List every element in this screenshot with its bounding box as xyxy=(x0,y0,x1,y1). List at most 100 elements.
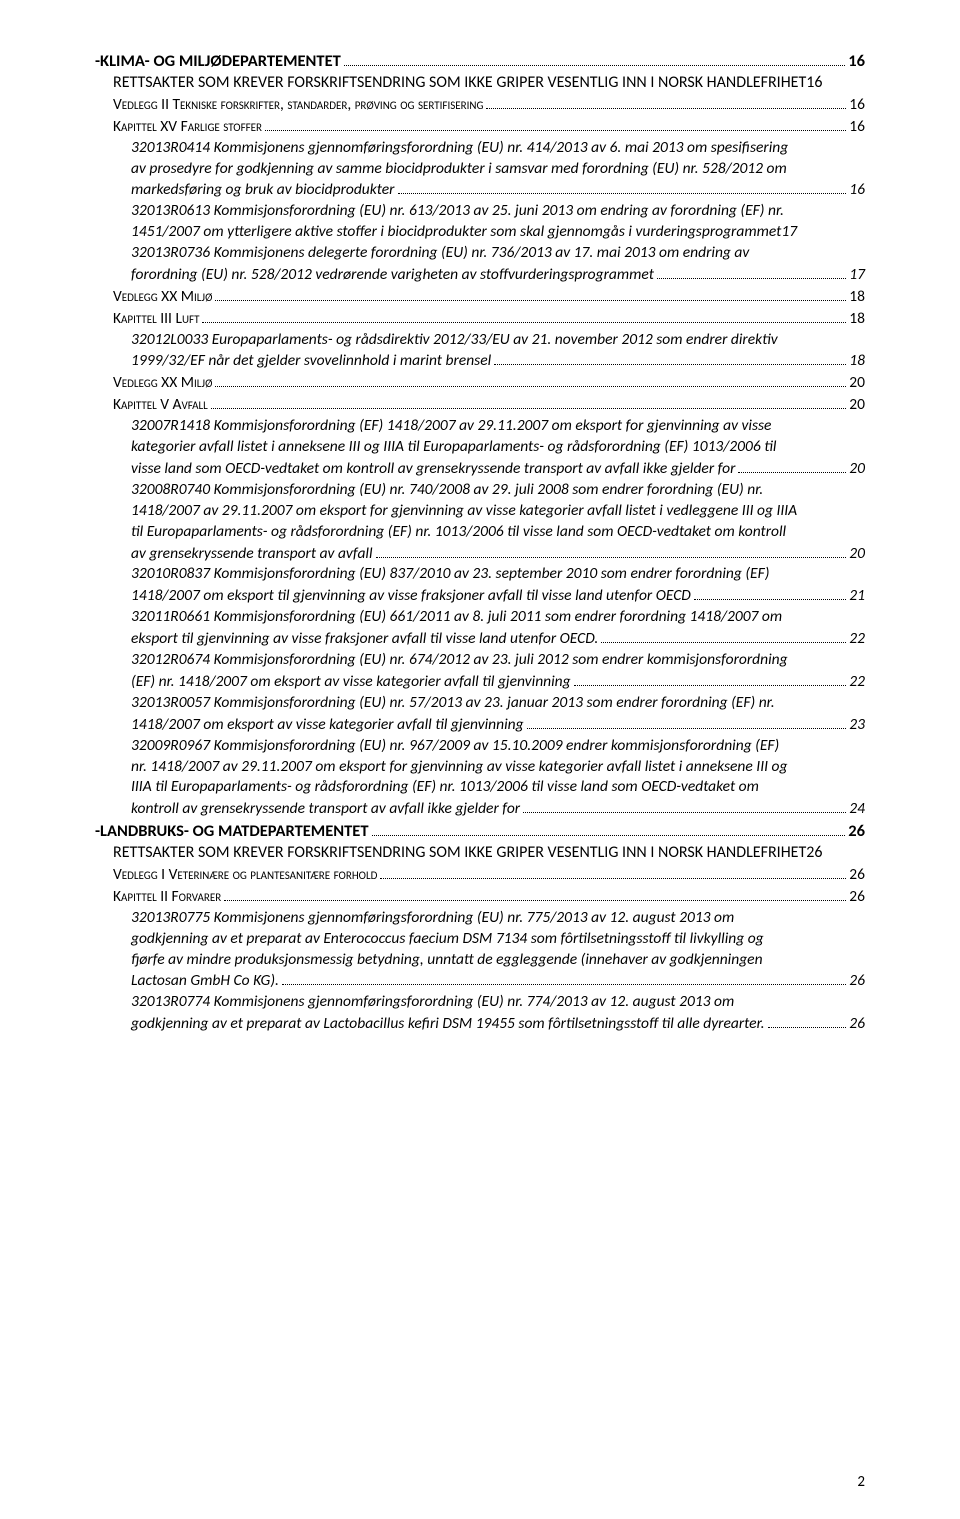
toc-leader xyxy=(657,264,846,279)
toc-entry-label: Lactosan GmbH Co KG). xyxy=(131,971,279,992)
toc-leader xyxy=(523,798,846,813)
toc-entry-page: 16 xyxy=(806,72,822,94)
toc-entry-label: -LANDBRUKS- OG MATDEPARTEMENTET xyxy=(95,820,369,842)
toc-leader xyxy=(494,351,846,366)
toc-leader xyxy=(527,714,847,729)
toc-leader xyxy=(768,1013,847,1028)
toc-entry-label: kontroll av grensekryssende transport av… xyxy=(131,799,520,820)
toc-entry-line: 32013R0775 Kommisjonens gjennomføringsfo… xyxy=(131,908,865,929)
toc-entry-label: Kapittel II Forvarer xyxy=(113,887,221,908)
toc-leader xyxy=(574,671,847,686)
toc-entry-label: av grensekryssende transport av avfall xyxy=(131,544,373,565)
toc-entry: 1451/2007 om ytterligere aktive stoffer … xyxy=(131,222,865,243)
toc-entry-line: 32013R0057 Kommisjonsforordning (EU) nr.… xyxy=(131,693,865,714)
toc-leader xyxy=(738,458,846,473)
toc-entry: Vedlegg I Veterinære og plantesanitære f… xyxy=(113,864,865,886)
toc-leader xyxy=(344,50,845,66)
toc-leader xyxy=(224,886,846,901)
toc-entry-line: 32007R1418 Kommisjonsforordning (EF) 141… xyxy=(131,416,865,437)
toc-entry-page: 21 xyxy=(849,586,865,607)
toc-leader xyxy=(215,372,846,387)
toc-entry-page: 16 xyxy=(849,95,865,116)
toc-entry-line: 32008R0740 Kommisjonsforordning (EU) nr.… xyxy=(131,480,865,501)
toc-entry-page: 26 xyxy=(849,887,865,908)
toc-entry-label: 1418/2007 om eksport av visse kategorier… xyxy=(131,715,524,736)
toc-leader xyxy=(372,820,846,836)
toc-entry: godkjenning av et preparat av Lactobacil… xyxy=(131,1013,865,1035)
toc-entry: Kapittel V Avfall 20 xyxy=(113,394,865,416)
toc-leader xyxy=(380,864,846,879)
toc-entry-page: 22 xyxy=(849,672,865,693)
toc-entry-line: av prosedyre for godkjenning av samme bi… xyxy=(131,159,865,180)
toc-leader xyxy=(486,94,846,109)
toc-entry-line: godkjenning av et preparat av Enterococc… xyxy=(131,929,865,950)
toc-entry-line: 1418/2007 av 29.11.2007 om eksport for g… xyxy=(131,501,865,522)
toc-entry-line: 32013R0774 Kommisjonens gjennomføringsfo… xyxy=(131,992,865,1013)
toc-entry-line: 32013R0414 Kommisjonens gjennomføringsfo… xyxy=(131,138,865,159)
toc-entry-label: Vedlegg XX Miljø xyxy=(113,373,212,394)
toc-leader xyxy=(215,286,846,301)
toc-entry: Lactosan GmbH Co KG). 26 xyxy=(131,971,865,993)
toc-entry: RETTSAKTER SOM KREVER FORSKRIFTSENDRING … xyxy=(113,72,865,94)
toc-leader xyxy=(282,971,846,986)
toc-entry-page: 23 xyxy=(849,715,865,736)
toc-entry-label: 1418/2007 om eksport til gjenvinning av … xyxy=(131,586,691,607)
toc-entry-page: 16 xyxy=(848,50,865,72)
toc-entry: Kapittel XV Farlige stoffer 16 xyxy=(113,116,865,138)
toc-entry: 1418/2007 om eksport til gjenvinning av … xyxy=(131,585,865,607)
toc-entry-page: 20 xyxy=(849,544,865,565)
toc-entry-page: 26 xyxy=(849,971,865,992)
toc-entry-page: 26 xyxy=(849,865,865,886)
toc-entry-line: 32013R0613 Kommisjonsforordning (EU) nr.… xyxy=(131,201,865,222)
toc-entry-line: IIIA til Europaparlaments- og rådsforord… xyxy=(131,777,865,798)
toc-entry-label: Vedlegg XX Miljø xyxy=(113,287,212,308)
toc-entry: eksport til gjenvinning av visse fraksjo… xyxy=(131,628,865,650)
toc-entry: Vedlegg XX Miljø 20 xyxy=(113,372,865,394)
toc-entry-line: 32011R0661 Kommisjonsforordning (EU) 661… xyxy=(131,607,865,628)
toc-entry-line: til Europaparlaments- og rådsforordning … xyxy=(131,522,865,543)
toc-leader xyxy=(398,179,847,194)
toc-leader xyxy=(211,394,846,409)
toc-entry-line: fjørfe av mindre produksjonsmessig betyd… xyxy=(131,950,865,971)
toc-entry: -LANDBRUKS- OG MATDEPARTEMENTET 26 xyxy=(95,820,865,842)
toc-entry: Kapittel III Luft 18 xyxy=(113,308,865,330)
toc-entry-label: Kapittel III Luft xyxy=(113,309,199,330)
toc-entry-page: 18 xyxy=(849,287,865,308)
toc-entry: visse land som OECD-vedtaket om kontroll… xyxy=(131,458,865,480)
toc-entry-page: 18 xyxy=(849,309,865,330)
toc-entry-label: RETTSAKTER SOM KREVER FORSKRIFTSENDRING … xyxy=(113,842,806,864)
toc-entry-line: 32013R0736 Kommisjonens delegerte forord… xyxy=(131,243,865,264)
toc-entry-page: 16 xyxy=(849,117,865,138)
toc-entry-label: (EF) nr. 1418/2007 om eksport av visse k… xyxy=(131,672,571,693)
toc-entry: -KLIMA- OG MILJØDEPARTEMENTET 16 xyxy=(95,50,865,72)
toc-entry-label: godkjenning av et preparat av Lactobacil… xyxy=(131,1014,765,1035)
toc-entry-page: 22 xyxy=(849,629,865,650)
toc-entry: Vedlegg II Tekniske forskrifter, standar… xyxy=(113,94,865,116)
toc-leader xyxy=(694,585,846,600)
toc-entry-page: 16 xyxy=(849,180,865,201)
toc-leader xyxy=(601,628,846,643)
toc-leader xyxy=(265,116,846,131)
toc-entry-line: kategorier avfall listet i anneksene III… xyxy=(131,437,865,458)
toc-entry: RETTSAKTER SOM KREVER FORSKRIFTSENDRING … xyxy=(113,842,865,864)
toc-entry-line: nr. 1418/2007 av 29.11.2007 om eksport f… xyxy=(131,757,865,778)
toc-entry-label: eksport til gjenvinning av visse fraksjo… xyxy=(131,629,598,650)
toc-entry: markedsføring og bruk av biocidprodukter… xyxy=(131,179,865,201)
toc-entry-label: Kapittel V Avfall xyxy=(113,395,208,416)
toc-entry-label: 1451/2007 om ytterligere aktive stoffer … xyxy=(131,222,781,243)
toc-entry-page: 26 xyxy=(848,820,865,842)
toc-entry: 1999/32/EF når det gjelder svovelinnhold… xyxy=(131,351,865,373)
toc-entry-page: 26 xyxy=(806,842,822,864)
toc-entry: (EF) nr. 1418/2007 om eksport av visse k… xyxy=(131,671,865,693)
toc-leader xyxy=(202,308,846,323)
toc-entry-page: 18 xyxy=(849,351,865,372)
page-number: 2 xyxy=(857,1473,865,1491)
toc-entry: forordning (EU) nr. 528/2012 vedrørende … xyxy=(131,264,865,286)
toc-entry-line: 32012L0033 Europaparlaments- og rådsdire… xyxy=(131,330,865,351)
toc-entry-page: 26 xyxy=(849,1014,865,1035)
toc-entry: Vedlegg XX Miljø 18 xyxy=(113,286,865,308)
toc-entry-line: 32009R0967 Kommisjonsforordning (EU) nr.… xyxy=(131,736,865,757)
toc-entry-label: forordning (EU) nr. 528/2012 vedrørende … xyxy=(131,265,654,286)
toc-entry-page: 20 xyxy=(849,373,865,394)
toc-entry-page: 17 xyxy=(849,265,865,286)
